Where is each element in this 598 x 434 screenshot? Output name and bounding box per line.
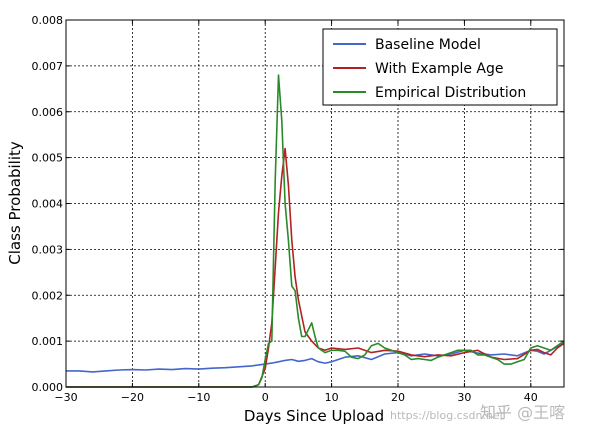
legend-label-with-example-age: With Example Age xyxy=(375,61,504,77)
legend-label-baseline-model: Baseline Model xyxy=(375,37,481,53)
series-line-empirical-distribution xyxy=(66,74,565,388)
y-tick-labels: 0.000 0.001 0.002 0.003 0.004 0.005 0.006 0.007… xyxy=(32,14,64,394)
watermark-url: https://blog.csdn.net xyxy=(390,409,505,422)
x-tick-label: −10 xyxy=(187,391,210,404)
legend-label-empirical-distribution: Empirical Distribution xyxy=(375,85,526,101)
x-tick-label: −30 xyxy=(54,391,77,404)
x-tick-label: 10 xyxy=(325,391,339,404)
x-tick-label: 20 xyxy=(391,391,405,404)
x-tick-label: −20 xyxy=(121,391,144,404)
y-tick-label: 0.008 xyxy=(32,14,64,27)
y-tick-label: 0.005 xyxy=(32,152,64,165)
y-tick-label: 0.006 xyxy=(32,106,64,119)
y-axis-label: Class Probability xyxy=(6,141,24,265)
y-tick-label: 0.004 xyxy=(32,198,64,211)
legend: Baseline Model With Example Age Empirical … xyxy=(322,28,558,106)
x-axis-label: Days Since Upload xyxy=(244,407,384,425)
x-tick-labels: −30 −20 −10 0 10 20 30 40 xyxy=(54,391,537,404)
series-line-baseline-model xyxy=(66,342,565,373)
watermark-brand: 知乎 @王喀 xyxy=(480,403,565,422)
watermark: https://blog.csdn.net 知乎 @王喀 xyxy=(390,403,565,422)
tick-marks xyxy=(65,19,564,388)
x-tick-label: 0 xyxy=(262,391,269,404)
series-layer xyxy=(66,74,565,388)
y-tick-label: 0.001 xyxy=(32,335,64,348)
x-tick-label: 40 xyxy=(524,391,538,404)
y-tick-label: 0.003 xyxy=(32,243,64,256)
grid-lines xyxy=(65,20,564,387)
y-tick-label: 0.002 xyxy=(32,289,64,302)
y-tick-label: 0.000 xyxy=(32,381,64,394)
x-tick-label: 30 xyxy=(457,391,471,404)
y-tick-label: 0.007 xyxy=(32,60,64,73)
